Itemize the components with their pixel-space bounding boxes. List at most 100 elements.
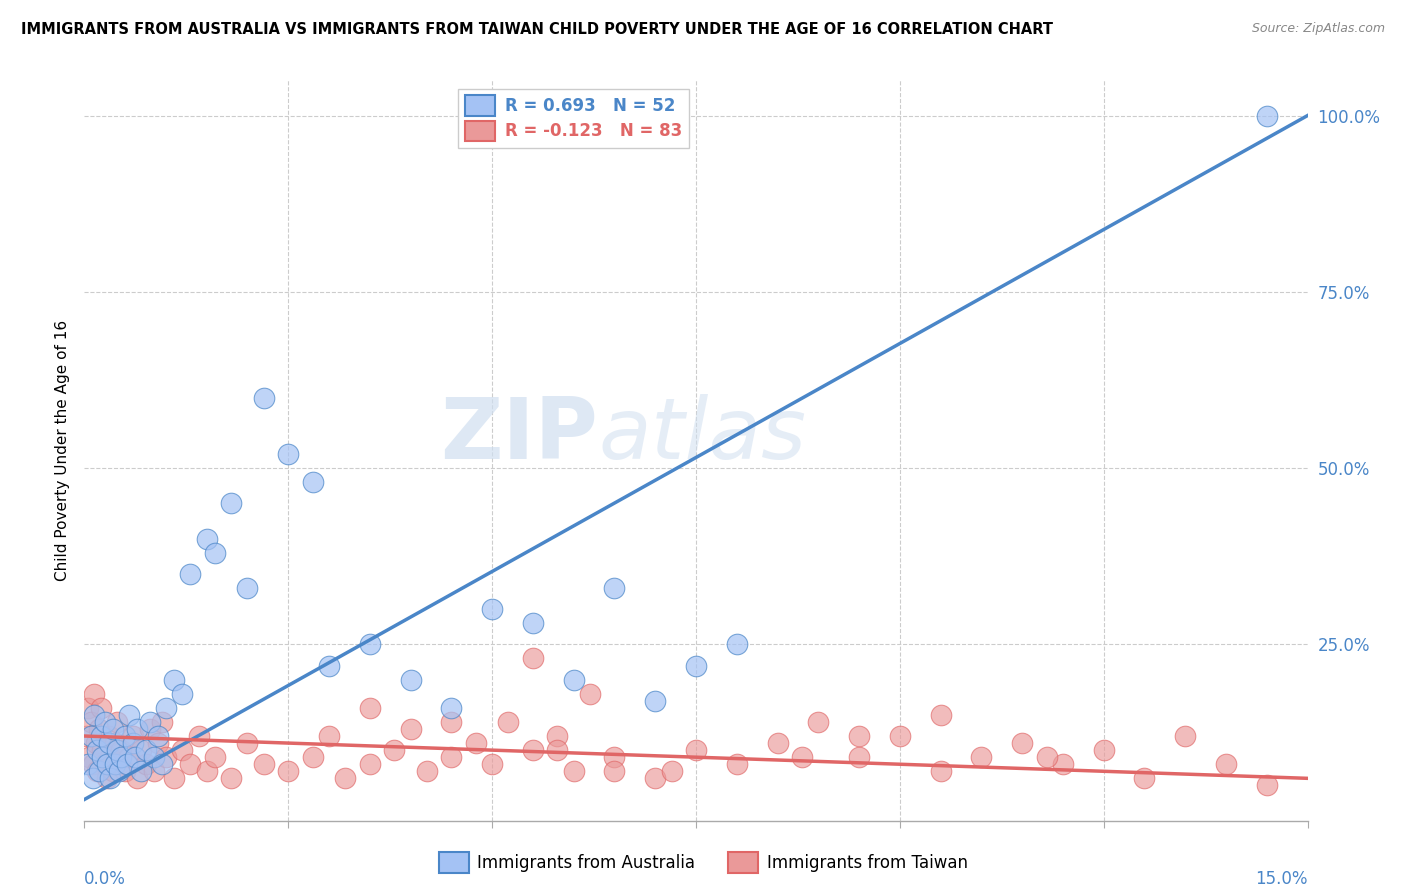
Point [440,714,463,729]
Point [77,750,100,764]
Point [76,701,98,715]
Point [155,701,177,715]
Point [107,764,129,779]
Point [124,750,146,764]
Point [100,772,122,786]
Point [416,764,439,779]
Legend: Immigrants from Australia, Immigrants from Taiwan: Immigrants from Australia, Immigrants fr… [432,846,974,880]
Point [105,714,128,729]
Point [150,757,173,772]
Point [848,729,870,743]
Point [644,694,666,708]
Point [97,736,120,750]
Point [83,687,105,701]
Point [150,714,173,729]
Point [603,581,626,595]
Point [1174,729,1197,743]
Text: Source: ZipAtlas.com: Source: ZipAtlas.com [1251,22,1385,36]
Point [464,736,486,750]
Point [80,714,103,729]
Point [118,707,141,722]
Point [481,757,503,772]
Point [219,496,242,510]
Point [1256,109,1278,123]
Point [155,750,177,764]
Point [318,658,340,673]
Point [118,750,141,764]
Point [114,729,136,743]
Point [83,707,105,722]
Point [1035,750,1057,764]
Point [725,637,748,651]
Point [107,757,129,772]
Point [91,750,114,764]
Point [929,707,952,722]
Point [138,722,160,736]
Point [142,750,165,764]
Point [114,764,136,779]
Point [110,750,132,764]
Point [86,764,108,779]
Point [301,750,323,764]
Text: 0.0%: 0.0% [84,870,127,888]
Point [661,764,683,779]
Point [179,757,201,772]
Point [546,743,568,757]
Point [236,581,259,595]
Point [970,750,993,764]
Point [253,391,276,405]
Point [105,743,128,757]
Point [93,757,115,772]
Point [135,757,157,772]
Point [766,736,789,750]
Point [131,764,153,779]
Point [172,743,194,757]
Point [1133,772,1156,786]
Point [522,651,544,665]
Point [603,750,626,764]
Point [142,764,165,779]
Point [146,736,169,750]
Point [163,772,186,786]
Point [122,729,145,743]
Point [725,757,748,772]
Point [1256,778,1278,792]
Point [359,637,381,651]
Point [359,757,381,772]
Point [122,736,145,750]
Point [889,729,911,743]
Point [163,673,186,687]
Point [277,447,299,461]
Point [644,772,666,786]
Point [1092,743,1115,757]
Point [179,566,201,581]
Y-axis label: Child Poverty Under the Age of 16: Child Poverty Under the Age of 16 [55,320,70,581]
Point [84,736,107,750]
Point [195,764,218,779]
Point [90,729,112,743]
Point [146,729,169,743]
Point [138,714,160,729]
Text: IMMIGRANTS FROM AUSTRALIA VS IMMIGRANTS FROM TAIWAN CHILD POVERTY UNDER THE AGE : IMMIGRANTS FROM AUSTRALIA VS IMMIGRANTS … [21,22,1053,37]
Point [318,729,340,743]
Point [82,757,104,772]
Point [104,757,127,772]
Point [204,546,226,560]
Point [77,757,100,772]
Point [807,714,830,729]
Point [790,750,813,764]
Point [522,616,544,631]
Point [277,764,299,779]
Point [685,658,707,673]
Point [97,729,120,743]
Point [253,757,276,772]
Point [579,687,602,701]
Point [96,772,118,786]
Point [562,673,585,687]
Legend: R = 0.693   N = 52, R = -0.123   N = 83: R = 0.693 N = 52, R = -0.123 N = 83 [458,88,689,147]
Point [399,722,422,736]
Point [100,750,122,764]
Point [195,532,218,546]
Point [382,743,405,757]
Point [96,757,118,772]
